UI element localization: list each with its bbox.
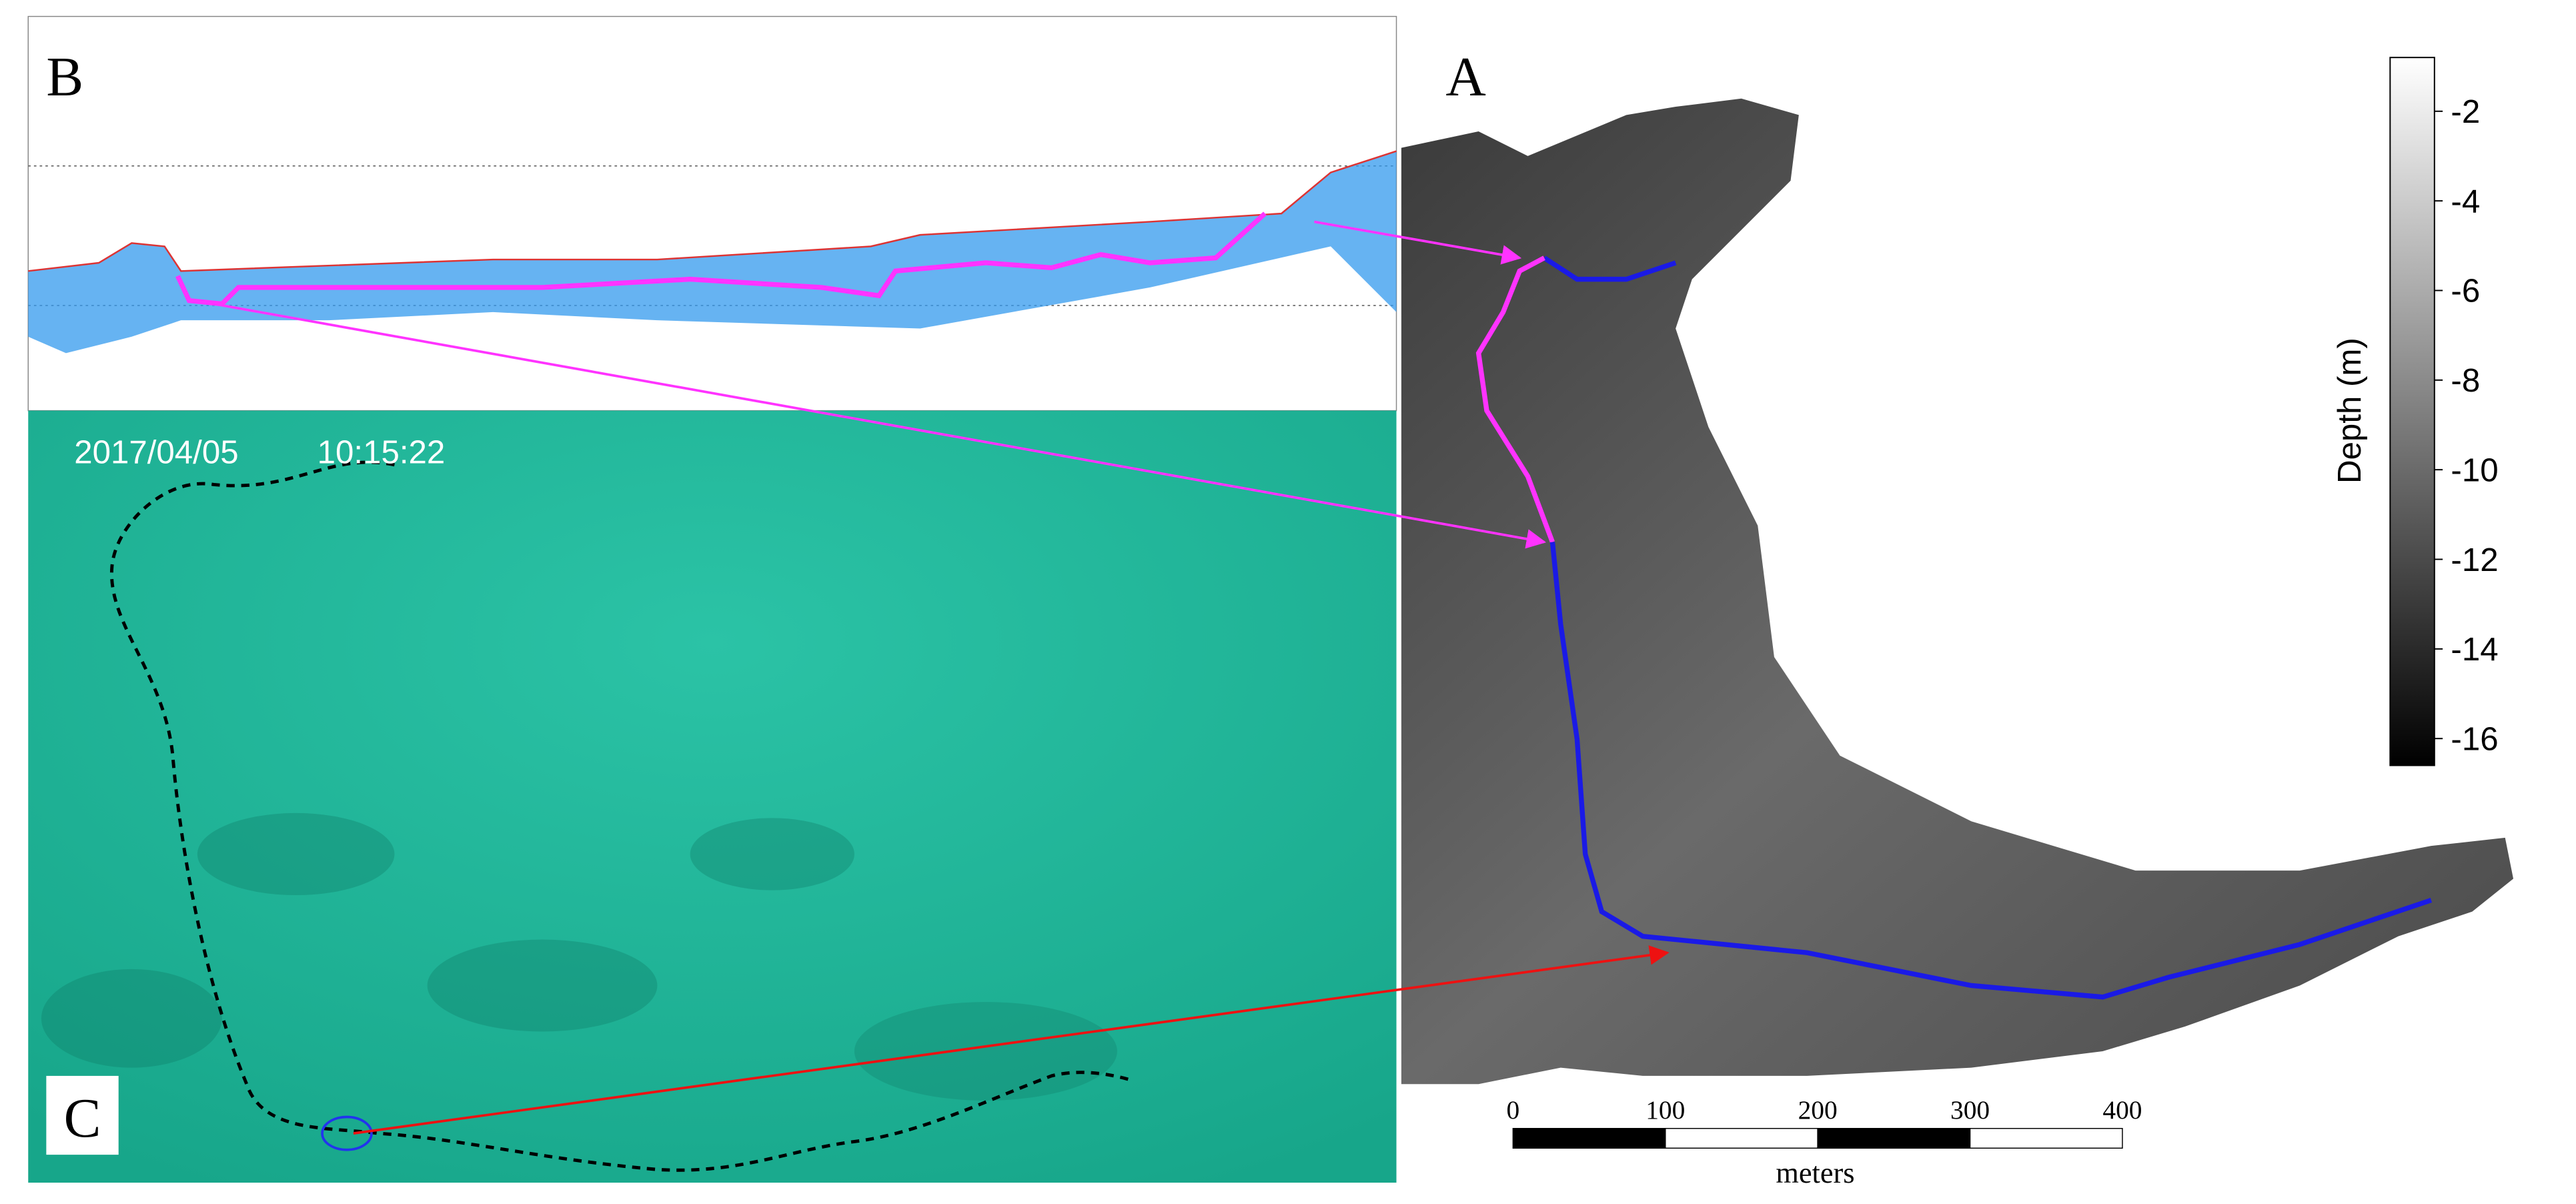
colorbar-label: Depth (m) <box>2331 338 2368 484</box>
scale-segment <box>1969 1127 2123 1149</box>
map-panel: A Depth (m) meters <box>1401 46 2514 1189</box>
colorbar-tick-label: -6 <box>2451 273 2480 310</box>
scale-segment <box>1665 1127 1818 1149</box>
colorbar <box>2389 57 2435 766</box>
colorbar-tick-label: -2 <box>2451 93 2480 130</box>
connector-arrows <box>213 220 1670 1135</box>
colorbar-tick-label: -10 <box>2451 452 2498 488</box>
scale-tick-label: 100 <box>1646 1095 1685 1125</box>
scale-tick-label: 300 <box>1950 1095 1990 1125</box>
colorbar-tick-label: -14 <box>2451 631 2498 668</box>
panel-label: B <box>46 46 83 108</box>
panel-label: C <box>64 1087 101 1149</box>
photo-panel: C 2017/04/05 10:15:22 <box>28 410 1397 1183</box>
scale-segment <box>1817 1127 1971 1149</box>
panel-label: A <box>1445 46 1485 108</box>
date-stamp: 2017/04/05 <box>74 434 238 470</box>
colorbar-tick-label: -4 <box>2451 183 2480 219</box>
colorbar-tick-label: -16 <box>2451 720 2498 757</box>
scale-tick-label: 200 <box>1798 1095 1838 1125</box>
scale-unit: meters <box>1776 1157 1854 1189</box>
colorbar-tick-label: -8 <box>2451 362 2480 399</box>
time-stamp: 10:15:22 <box>317 434 446 470</box>
scale-tick-label: 0 <box>1507 1095 1520 1125</box>
scale-segment <box>1512 1127 1666 1149</box>
colorbar-tick-label: -12 <box>2451 542 2498 578</box>
echogram-panel: B <box>27 15 1397 412</box>
scale-tick-label: 400 <box>2102 1095 2142 1125</box>
